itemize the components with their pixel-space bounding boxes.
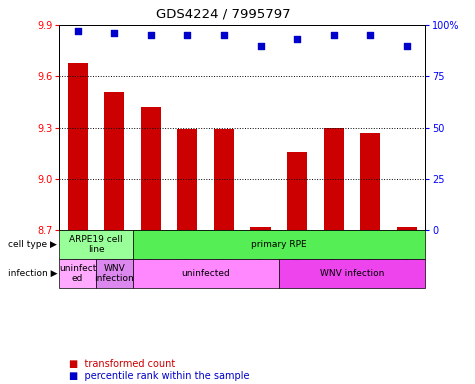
Bar xyxy=(287,152,307,230)
Point xyxy=(220,32,228,38)
Text: uninfected: uninfected xyxy=(181,269,230,278)
Bar xyxy=(59,230,133,259)
Text: WNV
infection: WNV infection xyxy=(95,264,134,283)
Point xyxy=(110,30,118,36)
Bar xyxy=(214,129,234,230)
Bar xyxy=(279,259,425,288)
Point xyxy=(183,32,191,38)
Text: WNV infection: WNV infection xyxy=(320,269,384,278)
Point xyxy=(367,32,374,38)
Bar xyxy=(67,63,88,230)
Bar xyxy=(250,227,271,230)
Point xyxy=(147,32,155,38)
Text: ■  transformed count: ■ transformed count xyxy=(69,359,175,369)
Bar xyxy=(360,133,380,230)
Bar xyxy=(323,127,344,230)
Bar xyxy=(177,129,198,230)
Text: infection ▶: infection ▶ xyxy=(8,269,57,278)
Point xyxy=(330,32,337,38)
Bar xyxy=(104,92,124,230)
Bar xyxy=(96,259,133,288)
Text: cell type ▶: cell type ▶ xyxy=(8,240,57,249)
Text: ARPE19 cell
line: ARPE19 cell line xyxy=(69,235,123,255)
Text: GDS4224 / 7995797: GDS4224 / 7995797 xyxy=(156,8,291,20)
Point xyxy=(256,43,264,49)
Bar xyxy=(133,230,425,259)
Point xyxy=(294,36,301,42)
Bar xyxy=(133,259,279,288)
Text: ■  percentile rank within the sample: ■ percentile rank within the sample xyxy=(69,371,249,381)
Point xyxy=(403,43,410,49)
Bar xyxy=(141,107,161,230)
Text: uninfect
ed: uninfect ed xyxy=(59,264,96,283)
Bar xyxy=(59,259,96,288)
Text: primary RPE: primary RPE xyxy=(251,240,307,249)
Bar xyxy=(397,227,417,230)
Point xyxy=(74,28,82,34)
